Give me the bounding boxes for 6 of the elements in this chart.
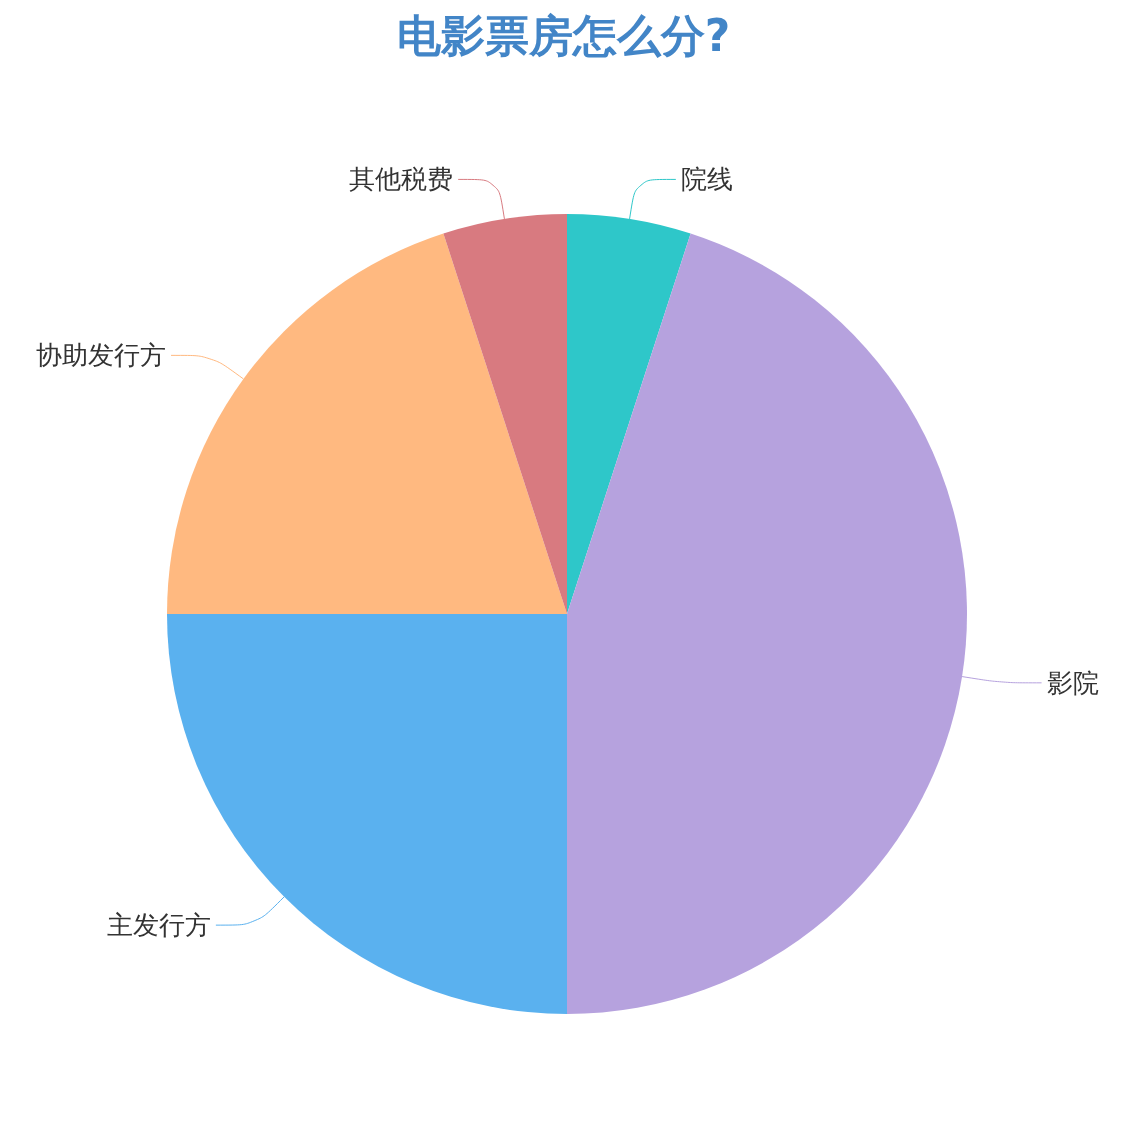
chart-title: 电影票房怎么分? xyxy=(396,9,731,61)
slice-label: 影院 xyxy=(1046,667,1099,698)
slice-label: 其他税费 xyxy=(349,164,454,195)
slice-label: 协助发行方 xyxy=(36,340,167,371)
slice-label: 院线 xyxy=(680,164,733,195)
slice-label: 主发行方 xyxy=(106,910,211,941)
